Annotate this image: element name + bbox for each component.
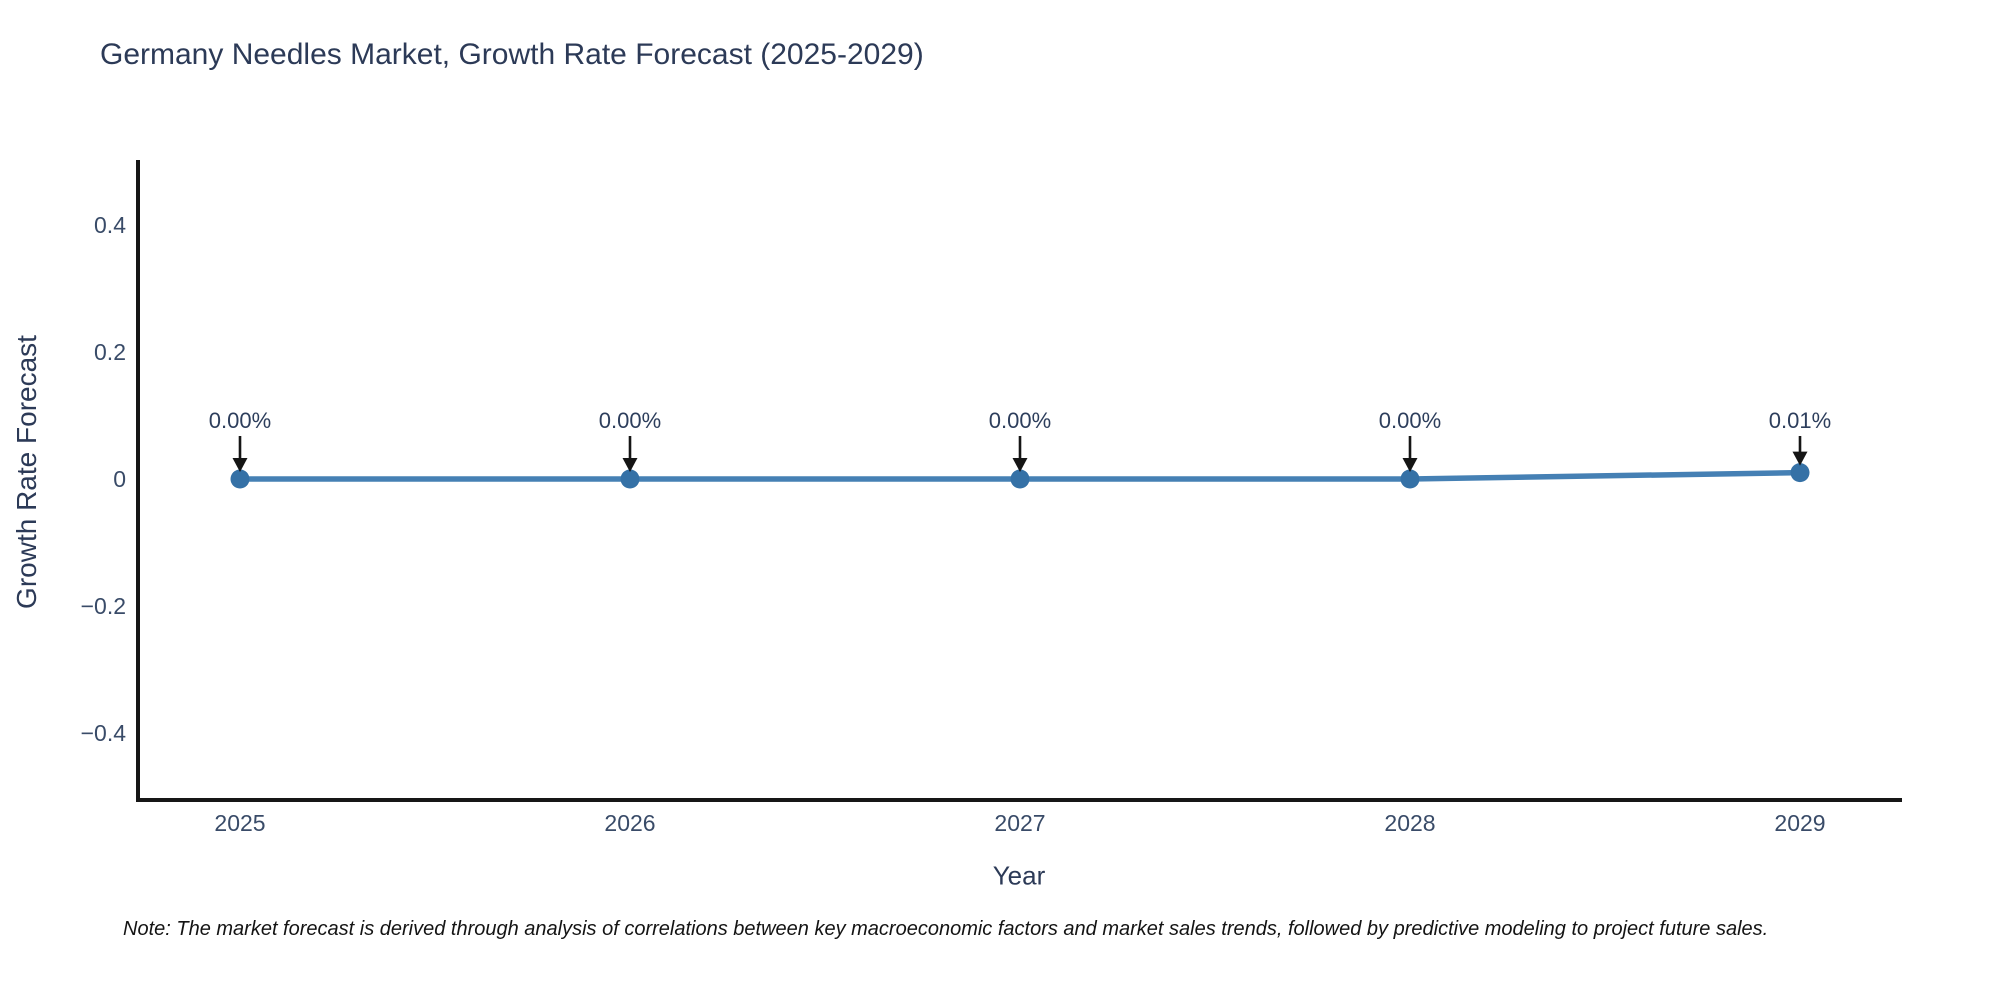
y-axis-title: Growth Rate Forecast — [11, 335, 42, 609]
data-point-marker — [1790, 463, 1810, 483]
annotation-arrowhead-icon — [1402, 458, 1418, 472]
x-tick-label: 2025 — [214, 810, 266, 836]
data-point-marker — [230, 469, 250, 489]
data-point-label: 0.00% — [598, 408, 662, 433]
y-tick-label: −0.2 — [80, 593, 126, 619]
x-tick-label: 2026 — [604, 810, 656, 836]
y-tick-label: 0 — [113, 466, 126, 492]
x-tick-label: 2027 — [994, 810, 1046, 836]
annotation-arrowhead-icon — [232, 458, 248, 472]
data-point-label: 0.00% — [208, 408, 272, 433]
data-point-marker — [620, 469, 640, 489]
data-point-label: 0.00% — [988, 408, 1052, 433]
annotation-arrowhead-icon — [1012, 458, 1028, 472]
x-axis-line — [136, 798, 1902, 802]
data-point-marker — [1400, 469, 1420, 489]
x-axis-title: Year — [992, 860, 1046, 891]
y-tick-label: −0.4 — [80, 720, 126, 746]
data-point-marker — [1010, 469, 1030, 489]
x-tick-label: 2029 — [1774, 810, 1826, 836]
chart-title: Germany Needles Market, Growth Rate Fore… — [100, 38, 924, 71]
y-tick-label: 0.4 — [94, 212, 126, 238]
footnote-text: Note: The market forecast is derived thr… — [123, 918, 1769, 940]
annotation-arrowhead-icon — [622, 458, 638, 472]
x-tick-label: 2028 — [1384, 810, 1436, 836]
data-point-label: 0.00% — [1378, 408, 1442, 433]
data-point-label: 0.01% — [1768, 408, 1832, 433]
annotation-arrowhead-icon — [1792, 451, 1808, 466]
y-axis-line — [136, 160, 140, 802]
y-tick-label: 0.2 — [94, 339, 126, 365]
